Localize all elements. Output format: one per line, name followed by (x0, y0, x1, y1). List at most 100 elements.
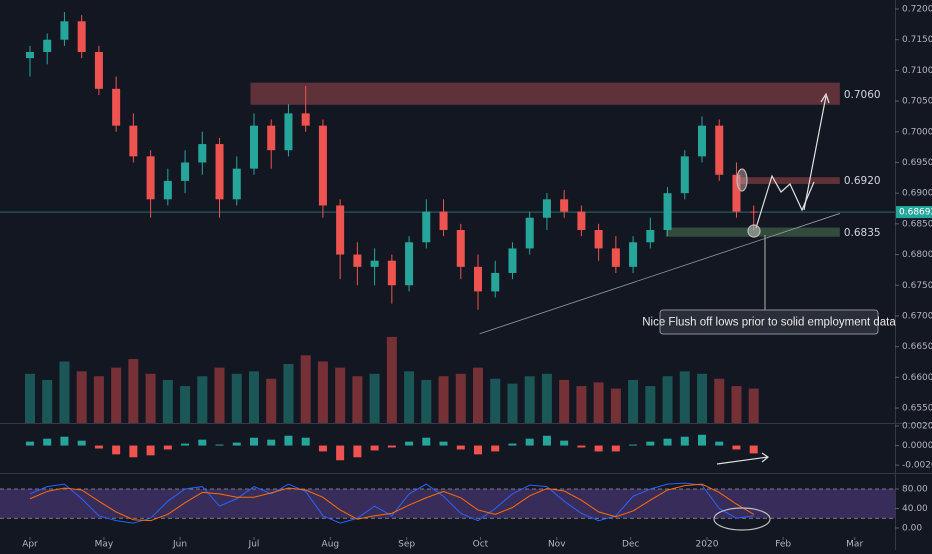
last-price-label: 0.68692 (899, 208, 932, 218)
candle-body (525, 217, 534, 249)
volume-bar (352, 376, 363, 423)
volume-bar (559, 379, 570, 423)
candle-body (680, 156, 689, 194)
volume-bar (576, 386, 587, 423)
stoch-band (0, 489, 895, 519)
histogram-bar (387, 445, 396, 448)
volume-bar (197, 376, 208, 423)
projection (713, 92, 830, 531)
arrow-head (761, 452, 770, 463)
x-tick-label: May (95, 540, 114, 550)
volume-bar (317, 361, 328, 423)
x-tick-label: Mar (846, 540, 863, 550)
histogram-bar (163, 445, 172, 450)
candle-body (594, 230, 603, 249)
histogram-bar (560, 440, 569, 446)
histogram-bar (577, 445, 586, 448)
histogram-bar (646, 441, 655, 446)
histogram-bar (77, 440, 86, 446)
histogram-bar (611, 445, 620, 452)
candle-body (577, 211, 586, 231)
candle-body (25, 51, 34, 59)
highlight (747, 224, 761, 238)
volume-bar (283, 363, 294, 423)
histogram-bar (680, 436, 689, 446)
volume-bar (524, 376, 535, 423)
histogram-bar (94, 445, 103, 449)
histogram-bar (525, 438, 534, 446)
volume-bar (645, 386, 656, 423)
volume-bar (248, 371, 259, 423)
histogram-bar (715, 441, 724, 446)
volume-bar (111, 367, 122, 423)
volume-bar (180, 386, 191, 423)
histogram-bar (60, 436, 69, 446)
candle-body (232, 168, 241, 200)
volume-bar (541, 373, 552, 423)
y-tick-label: 80.00 (902, 485, 928, 495)
y-tick-label: 0.00 (902, 523, 922, 533)
histogram-bar (353, 445, 362, 458)
candle-body (215, 144, 224, 200)
candle-body (715, 125, 724, 175)
candle-body (181, 162, 190, 181)
volume-bar (59, 361, 70, 423)
volume-bar (714, 378, 725, 423)
volume-bar (386, 336, 397, 423)
histogram-bar (698, 434, 707, 446)
volume-bar (24, 373, 35, 423)
candle-body (439, 211, 448, 231)
histogram-bar (629, 444, 638, 446)
volume-bar (145, 373, 156, 423)
candle-body (646, 230, 655, 243)
candle-body (94, 51, 103, 89)
candle-body (60, 21, 69, 40)
volume-bar (731, 386, 742, 423)
volume-bar (214, 367, 225, 423)
histogram-bar (301, 437, 310, 446)
volume-bar (472, 367, 483, 423)
candle-body (749, 211, 758, 213)
volume-bar (507, 383, 518, 423)
volume-bar (490, 378, 501, 423)
annotation-box (659, 309, 879, 335)
level-label: 0.6920 (844, 175, 881, 187)
level-label: 0.7060 (844, 89, 881, 101)
highlight (713, 507, 771, 531)
histogram-bar (181, 443, 190, 446)
candle-body (198, 144, 207, 163)
candle-body (301, 113, 310, 126)
candle-body (387, 260, 396, 286)
histogram-bar (215, 444, 224, 446)
candle-body (473, 266, 482, 292)
volume-bar (455, 373, 466, 423)
level-zone (250, 82, 840, 105)
histogram-bar (594, 445, 603, 452)
arrow-head (820, 92, 830, 104)
histogram-bar (542, 435, 551, 446)
stoch-line (29, 483, 754, 522)
candle-body (353, 254, 362, 267)
candle-body (698, 125, 707, 157)
x-tick-label: Jul (248, 540, 260, 550)
x-tick-label: Sep (398, 540, 415, 550)
x-tick-label: Dec (622, 540, 639, 550)
divergence-arrow (716, 456, 769, 465)
histogram-bar (732, 445, 741, 450)
x-tick-label: Nov (548, 540, 566, 550)
projection-path (755, 174, 815, 229)
candle-body (249, 125, 258, 169)
histogram-bar (112, 445, 121, 455)
candle-body (336, 205, 345, 255)
volume-bar (162, 379, 173, 423)
histogram-bar (508, 443, 517, 446)
